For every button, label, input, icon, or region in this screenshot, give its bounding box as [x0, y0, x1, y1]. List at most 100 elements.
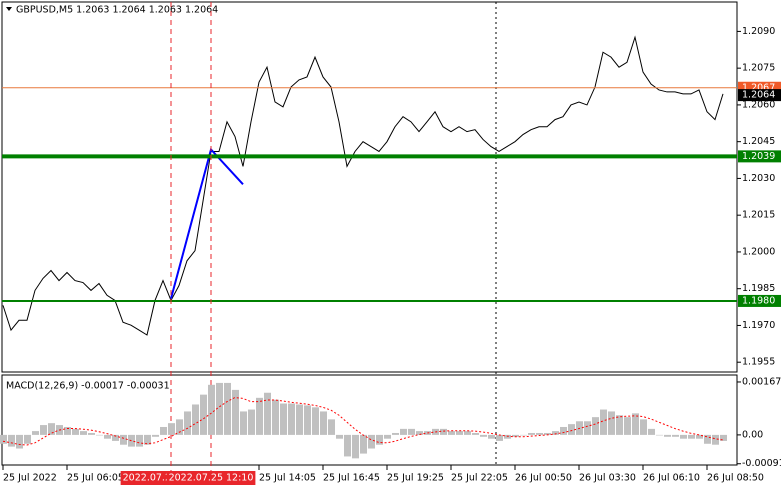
signal-line [2, 396, 724, 446]
y-tick-label: 0.00167 [742, 376, 781, 387]
macd-bar [72, 428, 79, 435]
x-tick-label: 25 Jul 22:05 [451, 473, 508, 484]
macd-bar [592, 417, 599, 435]
macd-bar [416, 431, 423, 435]
price-tag-label: 1.2064 [742, 90, 775, 101]
macd-bar [304, 405, 311, 435]
macd-bar [712, 434, 719, 445]
y-tick-label: 1.2090 [742, 26, 775, 37]
macd-bar [280, 403, 287, 435]
macd-bar [144, 434, 151, 445]
price-tag [738, 150, 781, 163]
crosshair-box [120, 471, 173, 485]
macd-bar [120, 434, 127, 445]
macd-bar [88, 432, 95, 435]
macd-bar [200, 394, 207, 435]
macd-bar [80, 431, 87, 435]
macd-bar [232, 389, 239, 435]
macd-bar [312, 407, 319, 435]
macd-bar [600, 409, 607, 435]
macd-bar [608, 411, 615, 435]
macd-bar [488, 434, 495, 439]
macd-bar [104, 434, 111, 439]
panel-arrow [6, 7, 12, 11]
macd-bar [344, 434, 351, 457]
macd-bar [720, 434, 727, 441]
macd-bar [216, 382, 223, 435]
price-line [2, 35, 724, 336]
macd-bar [632, 413, 639, 435]
macd-bar [680, 434, 687, 439]
macd-bar [360, 434, 367, 454]
macd-bar [640, 419, 647, 435]
macd-bar [168, 423, 175, 435]
y-tick-label: 1.1985 [742, 283, 775, 294]
macd-bar [480, 434, 487, 437]
macd-bar [616, 415, 623, 435]
crosshair-label: 2022.07.25 12:10 [169, 473, 254, 484]
macd-bar [184, 411, 191, 435]
macd-bar [32, 431, 39, 435]
macd-bar [160, 426, 167, 435]
x-tick-label: 25 Jul 16:45 [323, 473, 380, 484]
macd-bar [496, 434, 503, 441]
macd-bar [296, 404, 303, 435]
y-tick-label: 0.00 [742, 429, 763, 440]
x-tick-label: 25 Jul 06:05 [67, 473, 124, 484]
x-tick-label: 25 Jul 19:25 [387, 473, 444, 484]
macd-bar [696, 434, 703, 439]
macd-bar [528, 432, 535, 435]
macd-bar [272, 399, 279, 435]
macd-bar [512, 434, 519, 437]
x-tick-label: 25 Jul 2022 [3, 473, 57, 484]
macd-bar [672, 434, 679, 437]
macd-bar [288, 403, 295, 435]
chart-title: GBPUSD,M5 1.2063 1.2064 1.2063 1.2064 [16, 5, 218, 16]
macd-bar [96, 434, 103, 436]
macd-bar [440, 428, 447, 435]
macd-bar [152, 434, 159, 437]
macd-bar [656, 434, 663, 436]
macd-bar [24, 434, 31, 444]
y-tick-label: 1.2030 [742, 173, 775, 184]
macd-bar [240, 411, 247, 435]
macd-bar [368, 434, 375, 449]
price-tag-label: 1.2067 [742, 82, 775, 93]
macd-bar [688, 434, 695, 439]
macd-bar [544, 432, 551, 435]
y-tick-label: 1.2060 [742, 99, 775, 110]
macd-bar [392, 432, 399, 435]
x-tick-label: 26 Jul 03:30 [579, 473, 636, 484]
macd-bar [376, 434, 383, 445]
macd-bar [464, 431, 471, 435]
x-tick-label: 26 Jul 00:50 [515, 473, 572, 484]
macd-bar [8, 434, 15, 447]
macd-bar [584, 421, 591, 435]
macd-bar [136, 434, 143, 447]
macd-bar [560, 426, 567, 435]
macd-bar [64, 426, 71, 435]
macd-bar [664, 434, 671, 437]
macd-bar [704, 434, 711, 444]
macd-bar [192, 404, 199, 435]
macd-bar [208, 384, 215, 435]
macd-bar [456, 431, 463, 435]
price-tag [738, 89, 781, 102]
macd-bar [400, 428, 407, 435]
macd-bar [112, 434, 119, 441]
macd-bar [568, 424, 575, 435]
macd-bar [408, 428, 415, 435]
macd-bar [264, 392, 271, 435]
y-tick-label: -0.00091 [742, 458, 781, 469]
y-tick-label: 1.2015 [742, 210, 775, 221]
macd-bar [504, 434, 511, 439]
x-tick-label: 25 Jul 14:05 [259, 473, 316, 484]
macd-bar [336, 434, 343, 439]
macd-bar [520, 434, 527, 436]
macd-bar [40, 425, 47, 435]
macd-bar [648, 428, 655, 435]
price-tag-label: 1.2039 [742, 151, 775, 162]
macd-bar [248, 409, 255, 435]
macd-panel [1, 374, 738, 466]
